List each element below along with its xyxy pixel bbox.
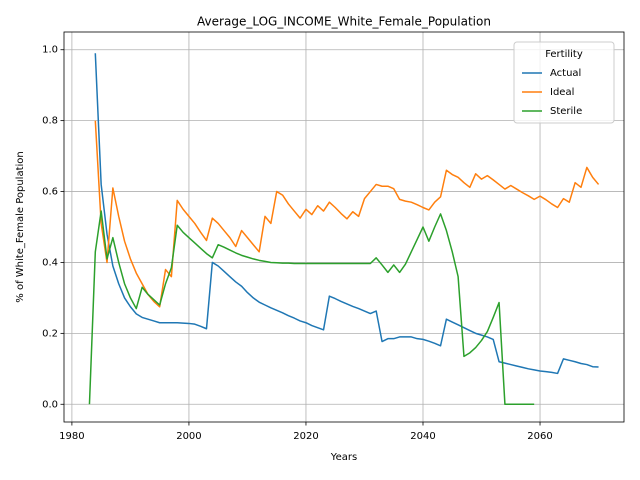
x-tick-label: 2000 bbox=[176, 431, 201, 442]
legend-label: Actual bbox=[550, 68, 581, 79]
y-tick-label: 0.8 bbox=[42, 116, 58, 127]
y-tick-label: 0.2 bbox=[42, 328, 58, 339]
legend-label: Sterile bbox=[550, 106, 582, 117]
legend-label: Ideal bbox=[550, 87, 574, 98]
x-tick-label: 2020 bbox=[293, 431, 318, 442]
data-line bbox=[94, 120, 600, 308]
legend-title: Fertility bbox=[545, 49, 583, 60]
plot-lines bbox=[88, 53, 600, 406]
y-tick-label: 0.0 bbox=[42, 399, 58, 410]
axes: 1980 2000 2020 2040 2060 0.0 0.2 0.4 0.6 0.8 1.0 bbox=[42, 45, 553, 442]
x-tick-label: 1980 bbox=[59, 431, 84, 442]
chart-title: Average_LOG_INCOME_White_Female_Populati… bbox=[197, 15, 491, 29]
y-tick-label: 0.6 bbox=[42, 187, 58, 198]
x-tick-label: 2040 bbox=[410, 431, 435, 442]
x-axis-label: Years bbox=[330, 452, 357, 463]
data-line bbox=[88, 210, 535, 406]
legend-box bbox=[513, 41, 615, 124]
y-tick-label: 1.0 bbox=[42, 45, 58, 56]
axes-frame bbox=[63, 31, 625, 423]
y-tick-label: 0.4 bbox=[42, 257, 58, 268]
x-tick-label: 2060 bbox=[527, 431, 552, 442]
data-line bbox=[94, 53, 599, 375]
y-axis-label: % of White_Female Population bbox=[15, 151, 26, 302]
legend: Fertility Actual Ideal Sterile bbox=[513, 41, 615, 124]
